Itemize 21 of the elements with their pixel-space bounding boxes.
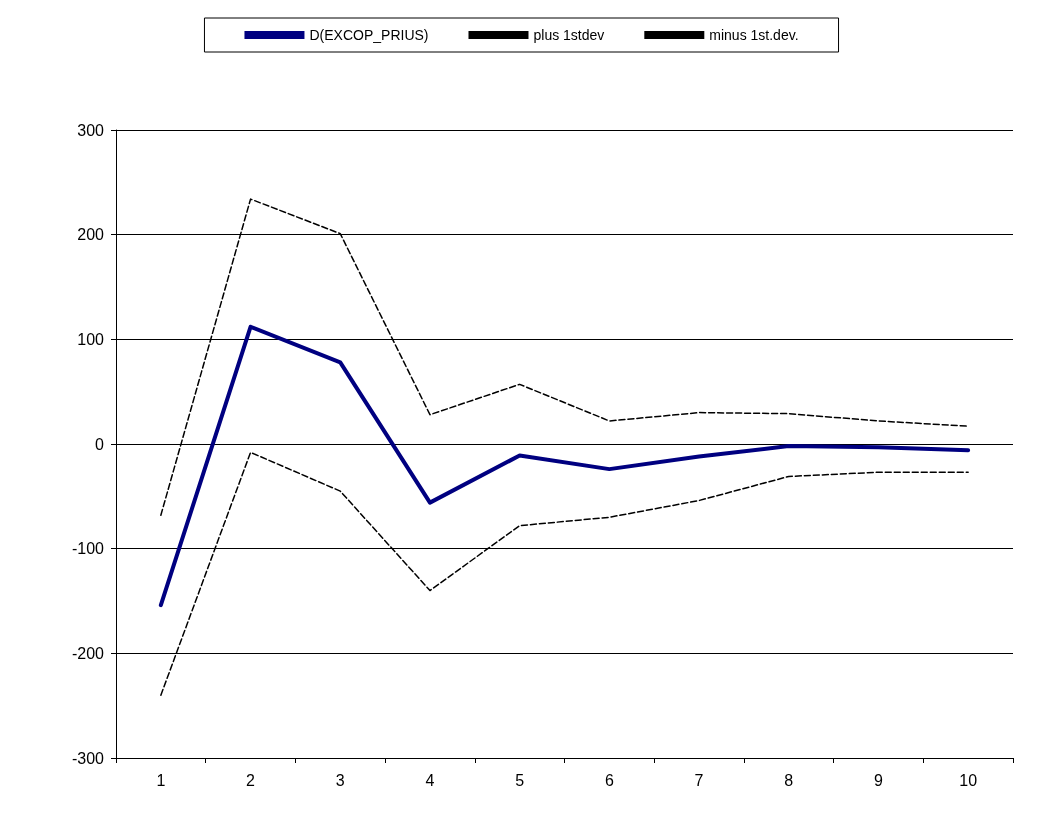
legend-label: plus 1stdev — [533, 27, 605, 43]
y-tick-label: 100 — [77, 330, 105, 348]
x-tick-label: 10 — [959, 771, 978, 789]
y-tick-label: 300 — [77, 121, 105, 139]
y-tick-label: -300 — [71, 749, 105, 767]
x-tick-label: 1 — [156, 771, 166, 789]
x-tick-label: 2 — [246, 771, 256, 789]
legend-label: D(EXCOP_PRIUS) — [309, 27, 429, 43]
x-tick-label: 8 — [784, 771, 794, 789]
x-tick-label: 6 — [604, 771, 614, 789]
x-tick-label: 7 — [694, 771, 704, 789]
line-series — [158, 324, 971, 608]
x-tick-label: 9 — [874, 771, 883, 789]
legend-label: minus 1st.dev. — [709, 27, 799, 43]
x-tick-label: 4 — [425, 771, 435, 789]
y-tick-label: -100 — [71, 540, 105, 558]
x-tick-label: 3 — [335, 771, 345, 789]
y-tick-label: 200 — [77, 226, 105, 244]
x-tick-label: 5 — [515, 771, 525, 789]
y-tick-label: 0 — [95, 435, 105, 453]
y-tick-label: -200 — [71, 644, 105, 662]
